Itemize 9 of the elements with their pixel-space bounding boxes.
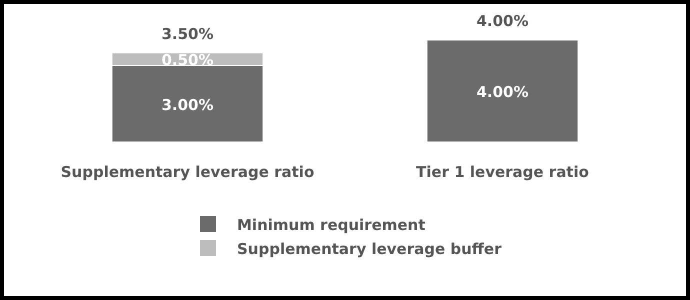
legend-label: Minimum requirement bbox=[237, 216, 426, 234]
total-label: 4.00% bbox=[476, 12, 529, 30]
x-tick-label: Tier 1 leverage ratio bbox=[416, 163, 589, 181]
legend-label: Supplementary leverage buffer bbox=[237, 240, 502, 258]
data-label: 4.00% bbox=[476, 83, 529, 101]
total-label: 3.50% bbox=[161, 24, 214, 43]
x-tick-label: Supplementary leverage ratio bbox=[60, 163, 314, 181]
data-label: 3.00% bbox=[161, 96, 214, 114]
data-label: 0.50% bbox=[161, 51, 214, 70]
